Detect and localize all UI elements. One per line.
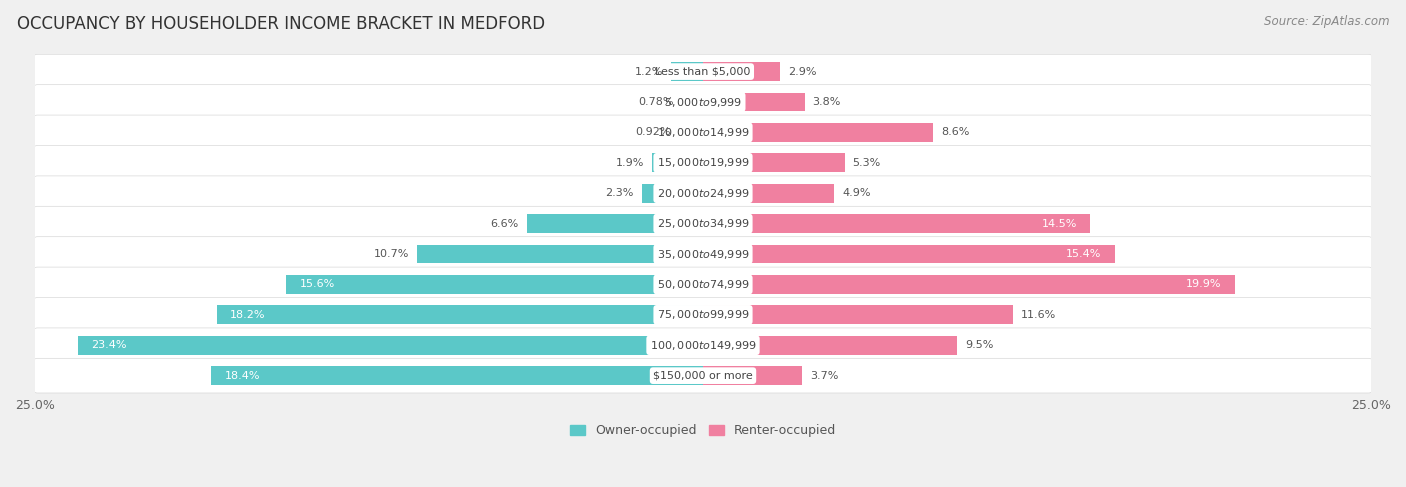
Text: $10,000 to $14,999: $10,000 to $14,999 <box>657 126 749 139</box>
Text: Source: ZipAtlas.com: Source: ZipAtlas.com <box>1264 15 1389 28</box>
Text: 1.9%: 1.9% <box>616 158 644 168</box>
Text: 9.5%: 9.5% <box>965 340 993 350</box>
Text: OCCUPANCY BY HOUSEHOLDER INCOME BRACKET IN MEDFORD: OCCUPANCY BY HOUSEHOLDER INCOME BRACKET … <box>17 15 546 33</box>
Bar <box>418 244 703 263</box>
Text: 3.7%: 3.7% <box>810 371 838 381</box>
Bar <box>77 336 703 355</box>
FancyBboxPatch shape <box>34 298 1372 332</box>
FancyBboxPatch shape <box>34 115 1372 150</box>
Text: 15.4%: 15.4% <box>1066 249 1101 259</box>
Bar <box>703 366 801 385</box>
FancyBboxPatch shape <box>34 206 1372 241</box>
Text: 14.5%: 14.5% <box>1042 219 1077 228</box>
FancyBboxPatch shape <box>34 54 1372 89</box>
Bar <box>287 275 703 294</box>
FancyBboxPatch shape <box>34 267 1372 302</box>
Bar <box>703 275 1234 294</box>
FancyBboxPatch shape <box>34 328 1372 363</box>
Bar <box>703 123 932 142</box>
Text: 11.6%: 11.6% <box>1021 310 1056 320</box>
Text: 2.9%: 2.9% <box>789 67 817 76</box>
Bar <box>211 366 703 385</box>
Text: $50,000 to $74,999: $50,000 to $74,999 <box>657 278 749 291</box>
Bar <box>703 214 1091 233</box>
Text: $20,000 to $24,999: $20,000 to $24,999 <box>657 187 749 200</box>
Text: 19.9%: 19.9% <box>1185 280 1222 289</box>
Text: $5,000 to $9,999: $5,000 to $9,999 <box>664 95 742 109</box>
Legend: Owner-occupied, Renter-occupied: Owner-occupied, Renter-occupied <box>565 419 841 442</box>
FancyBboxPatch shape <box>34 237 1372 271</box>
Bar <box>703 244 1115 263</box>
Bar <box>641 184 703 203</box>
Text: $25,000 to $34,999: $25,000 to $34,999 <box>657 217 749 230</box>
Text: Less than $5,000: Less than $5,000 <box>655 67 751 76</box>
Text: 4.9%: 4.9% <box>842 188 870 198</box>
Text: $35,000 to $49,999: $35,000 to $49,999 <box>657 247 749 261</box>
Text: 1.2%: 1.2% <box>634 67 662 76</box>
Text: $100,000 to $149,999: $100,000 to $149,999 <box>650 339 756 352</box>
Bar <box>703 305 1012 324</box>
Text: $15,000 to $19,999: $15,000 to $19,999 <box>657 156 749 169</box>
Bar <box>703 336 957 355</box>
Text: 3.8%: 3.8% <box>813 97 841 107</box>
Bar <box>679 123 703 142</box>
Text: $150,000 or more: $150,000 or more <box>654 371 752 381</box>
FancyBboxPatch shape <box>34 358 1372 393</box>
Bar <box>703 62 780 81</box>
Bar <box>703 153 845 172</box>
Text: 15.6%: 15.6% <box>299 280 335 289</box>
Text: 5.3%: 5.3% <box>852 158 882 168</box>
Bar <box>652 153 703 172</box>
Text: 2.3%: 2.3% <box>605 188 634 198</box>
Text: 18.2%: 18.2% <box>231 310 266 320</box>
FancyBboxPatch shape <box>34 146 1372 180</box>
FancyBboxPatch shape <box>34 85 1372 119</box>
Text: 10.7%: 10.7% <box>374 249 409 259</box>
Bar <box>671 62 703 81</box>
Bar <box>682 93 703 112</box>
Text: 18.4%: 18.4% <box>225 371 260 381</box>
Bar <box>217 305 703 324</box>
Text: $75,000 to $99,999: $75,000 to $99,999 <box>657 308 749 321</box>
Text: 23.4%: 23.4% <box>91 340 127 350</box>
Text: 0.78%: 0.78% <box>638 97 673 107</box>
Bar <box>703 93 804 112</box>
Text: 6.6%: 6.6% <box>491 219 519 228</box>
Text: 8.6%: 8.6% <box>941 128 969 137</box>
Bar <box>527 214 703 233</box>
Text: 0.92%: 0.92% <box>636 128 671 137</box>
Bar <box>703 184 834 203</box>
FancyBboxPatch shape <box>34 176 1372 210</box>
